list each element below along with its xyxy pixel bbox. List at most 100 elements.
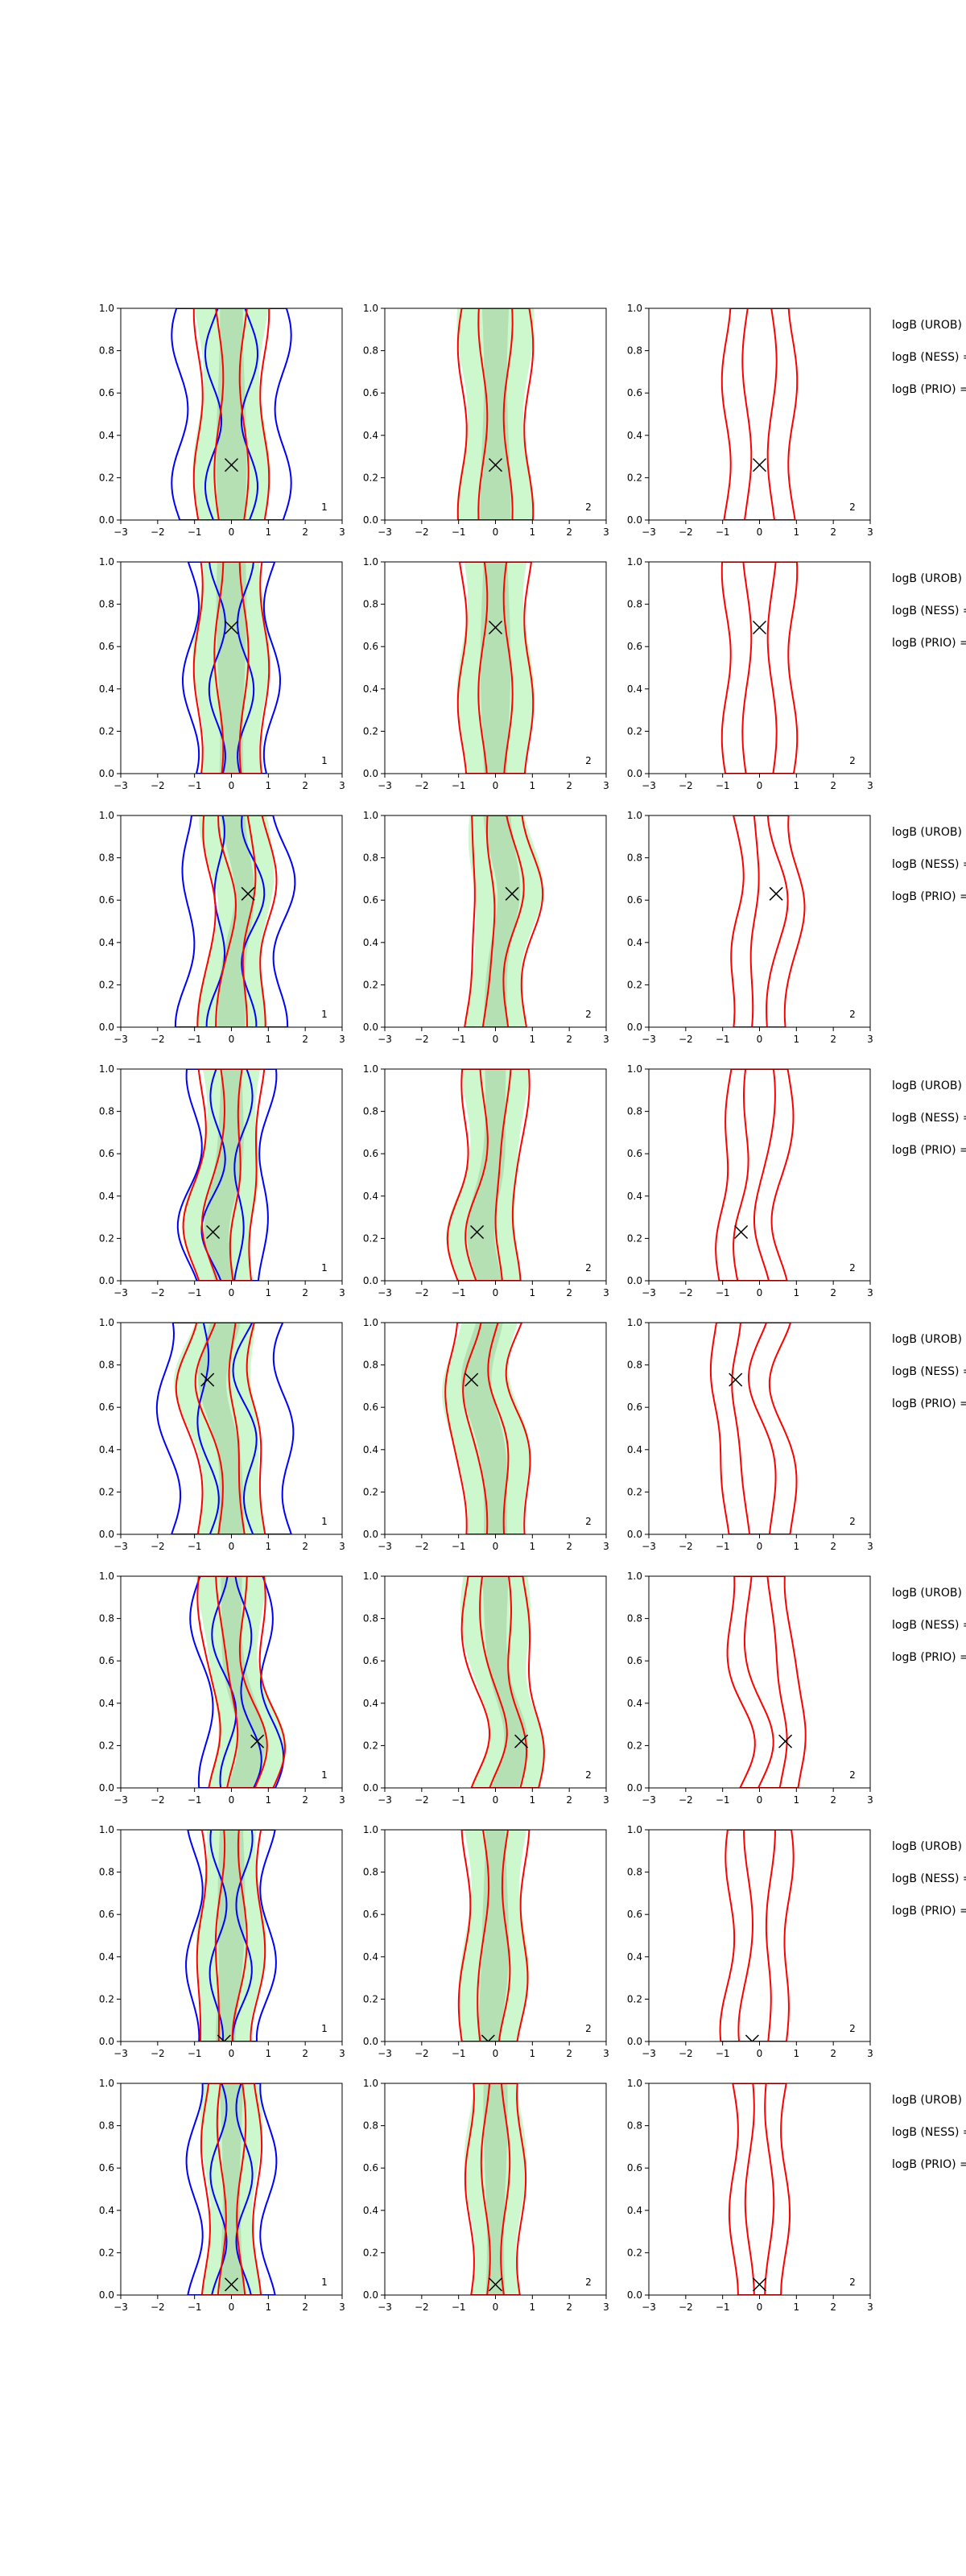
fill-region — [192, 308, 270, 520]
ness-contour-1 — [464, 815, 544, 1027]
x-tick-label: 1 — [530, 2048, 536, 2059]
x-tick-label: 2 — [566, 1541, 572, 1552]
urob-contour-1 — [181, 562, 282, 774]
x-tick-label: −3 — [114, 780, 128, 791]
x-tick-label: 2 — [830, 1541, 836, 1552]
panel-number-label: 1 — [321, 1262, 328, 1274]
y-tick-label: 1.0 — [363, 810, 378, 821]
y-tick-label: 1.0 — [99, 2078, 114, 2089]
x-tick-label: −2 — [679, 1794, 693, 1806]
y-tick-label: 0.4 — [99, 937, 114, 948]
y-tick-label: 0.8 — [363, 1360, 378, 1371]
y-tick-label: 0.8 — [627, 1867, 642, 1878]
x-tick-label: 3 — [867, 1287, 873, 1298]
panel-number-label: 1 — [321, 1769, 328, 1781]
urob-contour-1 — [189, 1576, 285, 1788]
x-tick-label: −2 — [151, 1794, 165, 1806]
x-tick-label: 2 — [566, 526, 572, 538]
x-tick-label: 3 — [603, 1034, 609, 1045]
panel-number-label: 1 — [321, 2023, 328, 2034]
urob-contour-2 — [208, 562, 255, 774]
y-tick-label: 0.8 — [99, 345, 114, 357]
x-tick-label: −1 — [452, 1034, 466, 1045]
panel-number-label: 2 — [849, 755, 856, 766]
x-tick-label: 2 — [830, 526, 836, 538]
x-tick-label: −2 — [415, 1287, 429, 1298]
fill-region — [446, 1069, 530, 1281]
fill-core — [478, 1830, 510, 2041]
ness-contour-2 — [731, 1323, 777, 1534]
x-tick-label: −1 — [716, 2048, 730, 2059]
x-tick-label: 1 — [794, 526, 800, 538]
x-tick-label: −3 — [114, 2048, 128, 2059]
x-tick-label: 2 — [302, 780, 308, 791]
logb-label: logB (NESS) = — [892, 1365, 966, 1378]
x-tick-label: 0 — [229, 1794, 235, 1806]
axes-frame — [648, 1829, 871, 2042]
ness-contour-1 — [715, 1069, 795, 1281]
y-tick-label: 1.0 — [627, 1063, 642, 1075]
y-tick-label: 0.4 — [99, 2205, 114, 2216]
panel-r3-c3: −3 −2 −1 0 1 2 3 0.0 0.2 0.4 0.6 0.8 1.0 2 — [627, 810, 873, 1045]
panel-number-label: 2 — [849, 1009, 856, 1020]
y-tick-label: 0.4 — [99, 1698, 114, 1709]
x-tick-label: −3 — [378, 1287, 392, 1298]
x-tick-label: 0 — [229, 1541, 235, 1552]
y-tick-label: 0.6 — [99, 894, 114, 906]
x-tick-label: −3 — [642, 1794, 656, 1806]
y-tick-label: 0.0 — [627, 1529, 642, 1540]
y-tick-label: 0.2 — [363, 725, 378, 737]
ness-contour-2 — [749, 815, 789, 1027]
x-tick-label: 0 — [229, 1287, 235, 1298]
fill-region — [200, 2083, 263, 2295]
x-tick-label: 2 — [302, 1541, 308, 1552]
y-tick-label: 0.8 — [363, 1867, 378, 1878]
urob-contour-1 — [176, 1069, 278, 1281]
y-tick-label: 0.0 — [99, 2289, 114, 2301]
x-tick-label: −3 — [114, 1794, 128, 1806]
x-tick-label: 0 — [493, 1794, 499, 1806]
panel-number-label: 1 — [321, 2277, 328, 2288]
y-tick-label: 0.2 — [627, 725, 642, 737]
fill-region — [192, 562, 270, 774]
y-tick-label: 1.0 — [99, 556, 114, 568]
logb-label: logB (PRIO) = — [892, 1651, 966, 1664]
x-tick-label: −2 — [151, 2048, 165, 2059]
y-tick-label: 0.6 — [627, 1655, 642, 1666]
y-tick-label: 0.4 — [627, 1951, 642, 1963]
x-tick-label: −3 — [378, 526, 392, 538]
x-tick-label: −3 — [378, 2048, 392, 2059]
panel-number-label: 2 — [585, 1516, 592, 1527]
x-tick-label: −2 — [679, 1034, 693, 1045]
axes-frame — [648, 2083, 871, 2296]
x-tick-label: −1 — [188, 1287, 202, 1298]
x-tick-label: 1 — [530, 1541, 536, 1552]
fill-core — [483, 815, 521, 1027]
ness-contour-2 — [214, 1830, 248, 2041]
panel-r8-c1: −3 −2 −1 0 1 2 3 0.0 0.2 0.4 0.6 0.8 1.0 1 — [99, 2078, 345, 2313]
x-tick-label: −2 — [679, 1287, 693, 1298]
x-tick-label: −1 — [188, 2048, 202, 2059]
x-tick-label: −3 — [642, 526, 656, 538]
logb-label: logB (UROB) = — [892, 1080, 966, 1092]
y-tick-label: 0.0 — [363, 2036, 378, 2047]
urob-contour-1 — [171, 308, 292, 520]
y-tick-label: 0.6 — [99, 2162, 114, 2174]
y-tick-label: 1.0 — [99, 1824, 114, 1835]
marker-x — [250, 1734, 265, 1748]
y-tick-label: 0.6 — [627, 387, 642, 398]
x-tick-label: −3 — [642, 1034, 656, 1045]
x-tick-label: −3 — [114, 2301, 128, 2313]
marker-x — [769, 886, 783, 901]
x-tick-label: 3 — [867, 2301, 873, 2313]
y-tick-label: 0.0 — [627, 514, 642, 526]
panel-number-label: 2 — [585, 1262, 592, 1274]
logb-label: logB (PRIO) = — [892, 890, 966, 903]
panel-number-label: 1 — [321, 1009, 328, 1020]
marker-x — [224, 620, 239, 635]
panel-number-label: 2 — [585, 755, 592, 766]
y-tick-label: 0.6 — [627, 641, 642, 652]
x-tick-label: −2 — [151, 526, 165, 538]
marker-x — [200, 1373, 215, 1387]
